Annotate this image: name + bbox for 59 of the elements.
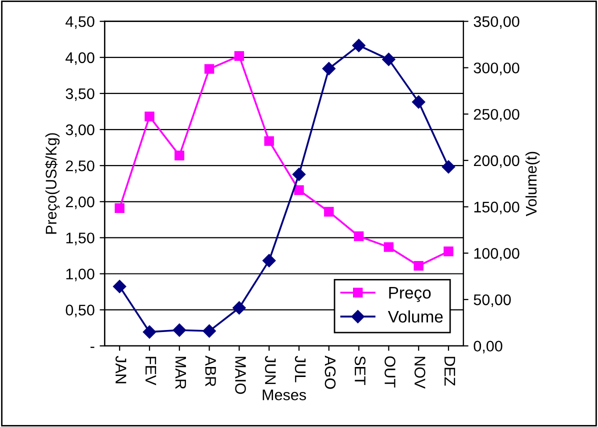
x-tick-label: MAR xyxy=(175,356,186,389)
point xyxy=(172,324,186,337)
point xyxy=(294,185,304,195)
point xyxy=(354,231,364,242)
point xyxy=(384,242,394,252)
point xyxy=(232,301,246,314)
x-tick-label: MAIO xyxy=(235,356,246,394)
x-axis-title: Meses xyxy=(262,390,306,400)
point xyxy=(142,325,156,339)
y2-tick-label: 250,00 xyxy=(474,108,520,122)
y-tick-label: 0,50 xyxy=(66,304,94,318)
point xyxy=(144,112,154,122)
point xyxy=(412,95,426,109)
point xyxy=(352,38,366,52)
y-tick-label: 1,50 xyxy=(66,232,94,246)
y2-tick-label: 0,00 xyxy=(474,340,502,354)
point xyxy=(322,62,336,76)
point xyxy=(234,51,244,61)
y2-tick-label: 200,00 xyxy=(474,155,520,168)
point xyxy=(324,206,334,217)
x-tick-label: OUT xyxy=(384,356,396,388)
y-tick-label: - xyxy=(90,346,94,348)
y2-tick-label: 50,00 xyxy=(474,294,511,307)
point xyxy=(202,324,216,338)
point xyxy=(382,52,396,66)
y2-tick-label: 150,00 xyxy=(474,202,520,214)
y2-tick-label: 300,00 xyxy=(474,62,520,76)
x-tick-label: JUN xyxy=(265,356,276,384)
x-tick-label: JAN xyxy=(116,356,126,384)
x-tick-label: AGO xyxy=(324,356,336,389)
point xyxy=(262,254,276,268)
x-tick-label: NOV xyxy=(414,356,426,389)
point xyxy=(174,150,184,160)
y-tick-label: 4,50 xyxy=(66,16,94,29)
legend-label: Volume xyxy=(388,310,443,323)
y2-tick-label: 100,00 xyxy=(474,248,520,261)
x-tick-label: DEZ xyxy=(444,356,456,386)
x-tick-label: FEV xyxy=(146,356,156,386)
legend-label: Preço xyxy=(389,287,431,302)
point xyxy=(114,203,124,213)
x-tick-label: SET xyxy=(354,356,366,385)
point xyxy=(204,64,214,74)
point xyxy=(113,280,126,294)
point xyxy=(264,136,274,146)
y2-axis-title: Volume(t) xyxy=(525,152,540,216)
point xyxy=(292,168,306,181)
x-tick-label: JUL xyxy=(294,356,306,382)
y-tick-label: 2,50 xyxy=(66,160,94,174)
point xyxy=(442,160,456,174)
point xyxy=(414,260,424,271)
y2-tick-label: 350,00 xyxy=(474,16,520,29)
y-axis-title: Preço(US$/Kg) xyxy=(45,133,60,234)
y-tick-label: 2,00 xyxy=(66,196,94,210)
point xyxy=(444,246,454,256)
y-tick-label: 3,50 xyxy=(66,88,94,101)
y-tick-label: 3,00 xyxy=(66,124,94,138)
y-tick-label: 1,00 xyxy=(66,268,94,282)
x-tick-label: ABR xyxy=(205,356,216,386)
y-tick-label: 4,00 xyxy=(66,52,94,65)
